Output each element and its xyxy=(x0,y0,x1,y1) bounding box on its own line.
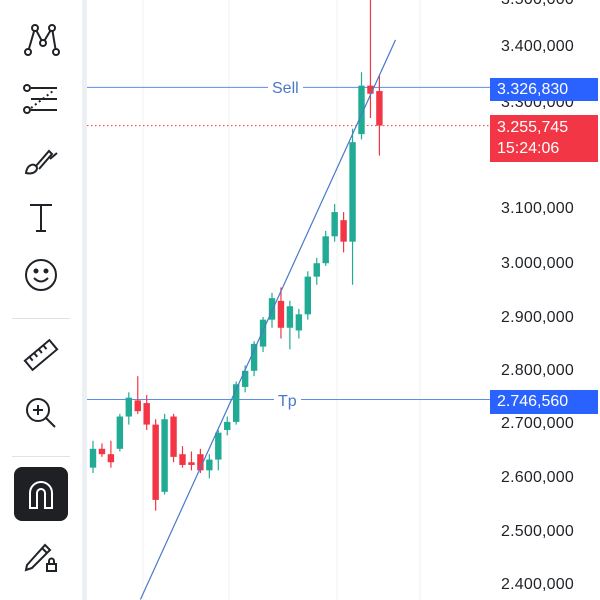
candle-down xyxy=(134,400,141,412)
candle-up xyxy=(241,370,249,387)
magnet-icon xyxy=(29,481,53,509)
pattern-icon xyxy=(24,24,60,56)
candle-up xyxy=(358,85,365,135)
y-tick-label: 2.700,000 xyxy=(501,415,574,432)
y-tick-label: 2.800,000 xyxy=(501,362,574,379)
candle-up xyxy=(259,319,267,347)
candle-up xyxy=(313,263,320,277)
tp-line-label[interactable]: Tp xyxy=(274,393,301,411)
text-tool-button[interactable] xyxy=(14,190,68,244)
candle-down xyxy=(197,454,204,471)
candle-up xyxy=(224,421,231,430)
candle-up xyxy=(206,459,213,471)
sell-line-label[interactable]: Sell xyxy=(268,80,303,98)
toolbar-separator xyxy=(12,456,70,457)
candle-up xyxy=(161,419,168,492)
candle-up xyxy=(250,343,258,371)
candle-up xyxy=(286,306,294,328)
fib-tool-button[interactable] xyxy=(14,72,68,126)
candle-down xyxy=(340,220,347,242)
candle-up xyxy=(125,397,132,417)
candlestick-plot[interactable] xyxy=(87,0,600,600)
current-price-tag: 3.255,745 15:24:06 xyxy=(490,115,598,162)
y-tick-label: 2.600,000 xyxy=(501,469,574,486)
price-chart[interactable]: 3.500,000 3.400,000 3.300,000 3.100,000 … xyxy=(87,0,600,600)
fib-lines-icon xyxy=(23,84,57,114)
toolbar-border xyxy=(82,0,87,600)
text-icon xyxy=(30,204,52,232)
zoom-in-button[interactable] xyxy=(14,386,68,440)
candle-up xyxy=(268,298,276,320)
brush-icon xyxy=(24,149,58,175)
candle-up xyxy=(331,212,338,237)
brush-tool-button[interactable] xyxy=(14,132,68,186)
candle-up xyxy=(349,142,356,242)
candle-down xyxy=(376,91,383,126)
lock-drawing-button[interactable] xyxy=(14,528,68,582)
candle-up xyxy=(116,416,124,449)
candle-up xyxy=(295,314,303,331)
emoji-icon xyxy=(25,259,57,291)
candle-down xyxy=(179,454,186,465)
candle-down xyxy=(277,300,285,328)
magnet-mode-button[interactable] xyxy=(14,467,68,521)
sell-price-tag: 3.326,830 xyxy=(490,78,598,101)
candle-up xyxy=(304,276,311,315)
y-tick-label: 2.400,000 xyxy=(501,576,574,593)
drawing-toolbar xyxy=(0,0,82,600)
emoji-tool-button[interactable] xyxy=(14,248,68,302)
candle-down xyxy=(367,85,374,94)
tp-price-tag: 2.746,560 xyxy=(490,390,598,414)
candle-down xyxy=(188,462,195,465)
y-tick-label: 3.100,000 xyxy=(501,200,574,217)
y-tick-label: 2.900,000 xyxy=(501,309,574,326)
candle-down xyxy=(170,416,177,457)
candle-down xyxy=(143,403,150,425)
y-tick-label: 3.000,000 xyxy=(501,255,574,272)
candle-up xyxy=(215,432,222,460)
lock-drawing-icon xyxy=(24,543,57,572)
current-price-value: 3.255,745 xyxy=(497,119,569,136)
ruler-icon xyxy=(23,338,59,372)
candle-down xyxy=(152,424,159,500)
zoom-in-icon xyxy=(26,398,56,428)
pattern-tool-button[interactable] xyxy=(14,12,68,66)
bar-countdown: 15:24:06 xyxy=(497,140,560,157)
y-tick-label: 2.500,000 xyxy=(501,523,574,540)
trend-line xyxy=(139,39,397,600)
measure-tool-button[interactable] xyxy=(14,328,68,382)
candle-down xyxy=(98,448,106,455)
y-tick-partial: 3.500,000 xyxy=(501,0,574,9)
toolbar-separator xyxy=(12,318,70,319)
candle-up xyxy=(89,448,97,468)
candle-down xyxy=(107,454,115,463)
y-tick-label: 3.400,000 xyxy=(501,38,574,55)
candle-up xyxy=(322,236,329,264)
candle-up xyxy=(233,384,240,422)
